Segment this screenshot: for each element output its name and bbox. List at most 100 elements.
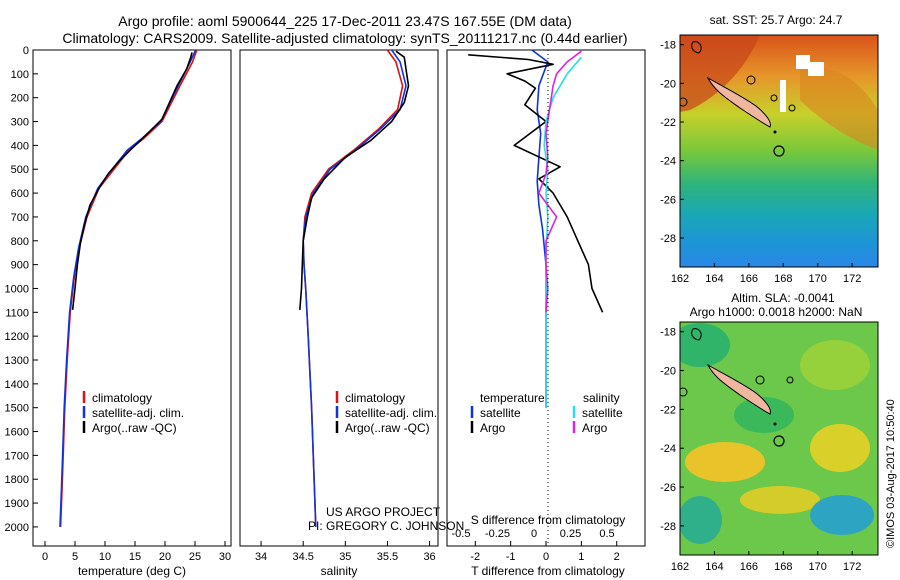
sst-map xyxy=(680,35,878,267)
lon-tick-label: 172 xyxy=(843,561,861,573)
lon-tick-label: 170 xyxy=(809,561,827,573)
series-line-climatology xyxy=(59,49,198,527)
lon-tick-label: 172 xyxy=(843,273,861,285)
sst-lon-axis: 162 164 166 168 170 172 xyxy=(671,263,861,285)
depth-tick-label: 700 xyxy=(11,212,29,224)
lat-tick-label: -24 xyxy=(660,156,676,168)
lon-tick-label: 166 xyxy=(740,273,758,285)
depth-tick-label: 1700 xyxy=(5,450,29,462)
legend-label-temp-argo: Argo xyxy=(480,421,506,435)
depth-tick-label: 300 xyxy=(11,117,29,129)
legend-temperature-header: temperature xyxy=(480,391,545,405)
difference-x-label2: S difference from climatology xyxy=(471,513,626,527)
sla-anomaly xyxy=(680,323,730,367)
lon-tick-label: 162 xyxy=(671,273,689,285)
small-island xyxy=(680,97,688,107)
legend-label-sal-satellite: satellite xyxy=(582,406,623,420)
x-tick-label: 34.5 xyxy=(292,551,313,563)
sla-map xyxy=(680,322,878,555)
x-tick-label: 0 xyxy=(42,551,48,563)
series-line-satellite-adj-clim- xyxy=(59,49,197,527)
lon-tick-label: 170 xyxy=(809,273,827,285)
depth-tick-label: 2000 xyxy=(5,522,29,534)
sla-anomaly xyxy=(810,424,870,472)
depth-tick-label: 500 xyxy=(11,164,29,176)
x-tick-label: 15 xyxy=(129,551,141,563)
lon-tick-label: 168 xyxy=(774,561,792,573)
legend-temperature: climatology satellite-adj. clim. Argo(..… xyxy=(82,391,184,435)
series-line-argo xyxy=(299,50,410,310)
sst-lat-axis: -18 -20 -22 -24 -26 -28 xyxy=(660,40,684,245)
figure-title-line1: Argo profile: aoml 5900644_225 17-Dec-20… xyxy=(118,13,571,29)
legend-label-argo: Argo(..raw -QC) xyxy=(92,421,177,435)
x-tick-label: 1 xyxy=(578,551,584,563)
depth-tick-label: 1800 xyxy=(5,474,29,486)
sla-lon-axis: 162 164 166 168 170 172 xyxy=(671,551,861,573)
x-tick-label: 20 xyxy=(159,551,171,563)
x-tick-label: -2 xyxy=(470,551,480,563)
legend-label-sal-argo: Argo xyxy=(582,421,608,435)
series-line-temperature-argo xyxy=(468,54,604,313)
depth-tick-label: 600 xyxy=(11,188,29,200)
lat-tick-label: -24 xyxy=(660,443,676,455)
difference-series xyxy=(468,49,604,408)
depth-tick-label: 1000 xyxy=(5,283,29,295)
x2-tick-label: 0.5 xyxy=(599,528,614,540)
sla-anomaly xyxy=(734,397,794,433)
depth-tick-label: 1500 xyxy=(5,403,29,415)
lon-tick-label: 166 xyxy=(740,561,758,573)
legend-label-climatology: climatology xyxy=(345,391,405,405)
x-tick-label: 0 xyxy=(543,551,549,563)
lat-tick-label: -26 xyxy=(660,482,676,494)
sla-anomaly xyxy=(740,486,820,514)
lat-tick-label: -20 xyxy=(660,78,676,90)
lat-tick-label: -20 xyxy=(660,366,676,378)
depth-tick-label: 100 xyxy=(11,69,29,81)
temperature-x-axis: 0 5 10 15 20 25 30 xyxy=(42,541,231,563)
sla-map-frame xyxy=(679,321,879,556)
sla-map-title2: Argo h1000: 0.0018 h2000: NaN xyxy=(690,305,863,319)
lat-tick-label: -22 xyxy=(660,117,676,129)
lat-tick-label: -18 xyxy=(660,327,676,339)
small-island xyxy=(680,387,688,397)
sst-cloud-mask xyxy=(780,80,786,112)
salinity-x-axis: 34 34.5 35 35.5 36 xyxy=(255,541,436,563)
x-tick-label: 36 xyxy=(423,551,435,563)
temperature-series xyxy=(59,49,198,527)
depth-tick-label: 1600 xyxy=(5,427,29,439)
depth-tick-label: 900 xyxy=(11,260,29,272)
small-island xyxy=(788,104,796,112)
legend-label-argo: Argo(..raw -QC) xyxy=(345,421,430,435)
depth-tick-label: 1300 xyxy=(5,355,29,367)
x-tick-label: 25 xyxy=(189,551,201,563)
lat-tick-label: -18 xyxy=(660,40,676,52)
small-island xyxy=(691,328,702,341)
x-tick-label: 35 xyxy=(339,551,351,563)
sla-lat-axis: -18 -20 -22 -24 -26 -28 xyxy=(660,327,684,533)
salinity-x-label: salinity xyxy=(321,564,358,578)
sst-cloud-mask xyxy=(808,62,824,76)
legend-difference: temperature salinity satellite Argo sate… xyxy=(470,391,623,435)
temperature-x-label: temperature (deg C) xyxy=(78,564,186,578)
argo-position-marker xyxy=(773,435,785,447)
x-tick-label: 34 xyxy=(255,551,267,563)
new-caledonia-island xyxy=(706,76,771,128)
depth-tick-label: 1900 xyxy=(5,498,29,510)
imos-stamp: ©IMOS 03-Aug-2017 10:50:40 xyxy=(885,399,897,548)
small-island xyxy=(755,375,765,385)
sla-anomaly xyxy=(800,340,870,390)
x-tick-label: 5 xyxy=(72,551,78,563)
x2-tick-label: 0.25 xyxy=(560,528,581,540)
lat-tick-label: -26 xyxy=(660,194,676,206)
legend-salinity-header: salinity xyxy=(583,391,620,405)
legend-label-satellite: satellite-adj. clim. xyxy=(345,406,437,420)
argo-track-dot xyxy=(773,422,777,426)
new-caledonia-island xyxy=(706,363,771,415)
depth-tick-label: 1200 xyxy=(5,331,29,343)
sla-anomaly xyxy=(680,496,722,544)
series-line-salinity-argo xyxy=(538,50,582,313)
difference-x-label: T difference from climatology xyxy=(471,564,625,578)
temperature-panel-frame xyxy=(32,49,232,547)
lon-tick-label: 162 xyxy=(671,561,689,573)
